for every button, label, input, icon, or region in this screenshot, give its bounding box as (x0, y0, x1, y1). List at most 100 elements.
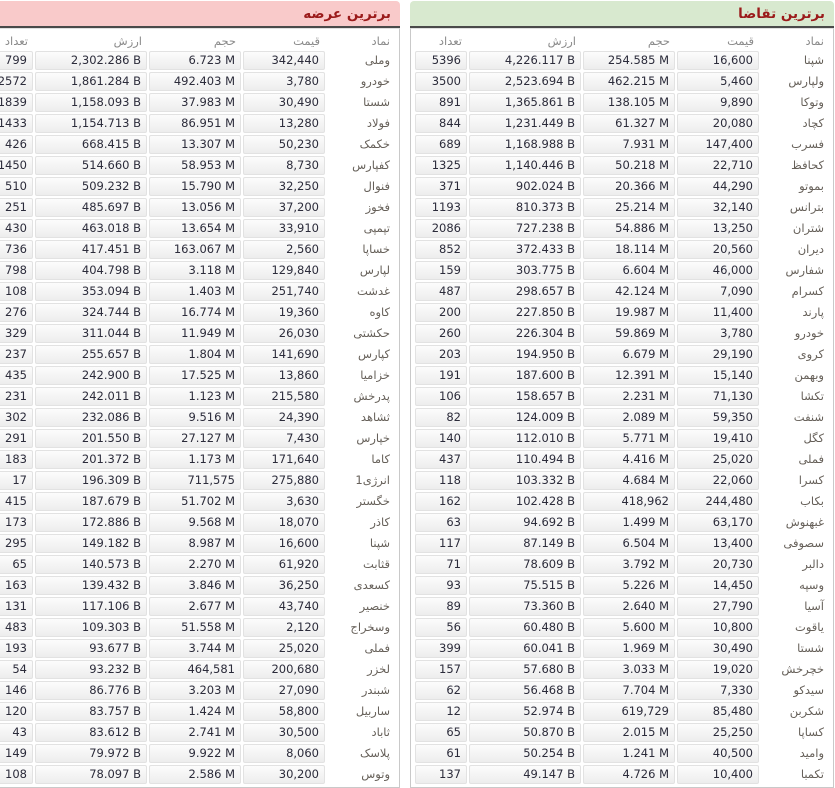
table-row[interactable]: شفارس 46,000 6.604 M 303.775 B 159 (415, 261, 829, 280)
table-row[interactable]: حکشتی 26,030 11.949 M 311.044 B 329 (0, 324, 395, 343)
count-cell: 3500 (415, 72, 467, 91)
table-row[interactable]: کاوه 19,360 16.774 M 324.744 B 276 (0, 303, 395, 322)
table-row[interactable]: ساربیل 58,800 1.424 M 83.757 B 120 (0, 702, 395, 721)
table-row[interactable]: پارند 11,400 19.987 M 227.850 B 200 (415, 303, 829, 322)
table-row[interactable]: فولاد 13,280 86.951 M 1,154.713 B 1433 (0, 114, 395, 133)
value-cell: 1,365.861 B (469, 93, 581, 112)
symbol-cell: ثاباد (371, 725, 390, 739)
volume-cell: 15.790 M (149, 177, 241, 196)
volume-cell: 3.846 M (149, 576, 241, 595)
symbol-cell: حکشتی (353, 326, 390, 340)
table-row[interactable]: خودرو 3,780 492.403 M 1,861.284 B 2572 (0, 72, 395, 91)
table-row[interactable]: سیدکو 7,330 7.704 M 56.468 B 62 (415, 681, 829, 700)
table-row[interactable]: وبهمن 15,140 12.391 M 187.600 B 191 (415, 366, 829, 385)
symbol-cell: کاما (371, 452, 390, 466)
table-row[interactable]: شپنا 16,600 8.987 M 149.182 B 295 (0, 534, 395, 553)
table-row[interactable]: کسرا 22,060 4.684 M 103.332 B 118 (415, 471, 829, 490)
symbol-cell: ولپارس (788, 74, 824, 88)
table-row[interactable]: خکمک 50,230 13.307 M 668.415 B 426 (0, 135, 395, 154)
table-row[interactable]: وملی 342,440 6.723 M 2,302.286 B 799 (0, 51, 395, 70)
volume-cell: 16.774 M (149, 303, 241, 322)
table-row[interactable]: تپمپی 33,910 13.654 M 463.018 B 430 (0, 219, 395, 238)
table-row[interactable]: ثاباد 30,500 2.741 M 83.612 B 43 (0, 723, 395, 742)
value-cell: 902.024 B (469, 177, 581, 196)
table-row[interactable]: بترانس 32,140 25.214 M 810.373 B 1193 (415, 198, 829, 217)
table-row[interactable]: خساپا 2,560 163.067 M 417.451 B 736 (0, 240, 395, 259)
table-row[interactable]: کاما 171,640 1.173 M 201.372 B 183 (0, 450, 395, 469)
table-row[interactable]: کساپا 25,250 2.015 M 50.870 B 65 (415, 723, 829, 742)
table-row[interactable]: شکربن 85,480 619,729 52.974 B 12 (415, 702, 829, 721)
table-row[interactable]: ثشاهد 24,390 9.516 M 232.086 B 302 (0, 408, 395, 427)
table-row[interactable]: پدرخش 215,580 1.123 M 242.011 B 231 (0, 387, 395, 406)
volume-cell: 18.114 M (583, 240, 675, 259)
table-row[interactable]: وامید 40,500 1.241 M 50.254 B 61 (415, 744, 829, 763)
table-row[interactable]: غبهنوش 63,170 1.499 M 94.692 B 63 (415, 513, 829, 532)
symbol-cell: کسعدی (353, 578, 390, 592)
table-row[interactable]: شپنا 16,600 254.585 M 4,226.117 B 5396 (415, 51, 829, 70)
count-cell: 237 (0, 345, 33, 364)
panel-top-demand: برترین تقاضا نماد قیمت حجم ارزش تعداد شپ… (410, 1, 834, 788)
table-row[interactable]: تکمبا 10,400 4.726 M 49.147 B 137 (415, 765, 829, 784)
table-row[interactable]: کروی 29,190 6.679 M 194.950 B 203 (415, 345, 829, 364)
table-row[interactable]: ولپارس 5,460 462.215 M 2,523.694 B 3500 (415, 72, 829, 91)
table-row[interactable]: خچرخش 19,020 3.033 M 57.680 B 157 (415, 660, 829, 679)
column-header-value: ارزش (547, 34, 576, 48)
table-row[interactable]: فنوال 32,250 15.790 M 509.232 B 510 (0, 177, 395, 196)
table-row[interactable]: کفپارس 8,730 58.953 M 514.660 B 1450 (0, 156, 395, 175)
volume-cell: 42.124 M (583, 282, 675, 301)
symbol-cell: تپمپی (363, 221, 390, 235)
count-cell: 137 (415, 765, 467, 784)
table-row[interactable]: وسپه 14,450 5.226 M 75.515 B 93 (415, 576, 829, 595)
table-row[interactable]: شتران 13,250 54.886 M 727.238 B 2086 (415, 219, 829, 238)
table-row[interactable]: کسرام 7,090 42.124 M 298.657 B 487 (415, 282, 829, 301)
table-row[interactable]: کاذر 18,070 9.568 M 172.886 B 173 (0, 513, 395, 532)
table-row[interactable]: خودرو 3,780 59.869 M 226.304 B 260 (415, 324, 829, 343)
table-row[interactable]: لپارس 129,840 3.118 M 404.798 B 798 (0, 261, 395, 280)
table-row[interactable]: فسرب 147,400 7.931 M 1,168.988 B 689 (415, 135, 829, 154)
table-row[interactable]: لخزر 200,680 464,581 93.232 B 54 (0, 660, 395, 679)
table-row[interactable]: سصوفی 13,400 6.504 M 87.149 B 117 (415, 534, 829, 553)
table-row[interactable]: وتوکا 9,890 138.105 M 1,365.861 B 891 (415, 93, 829, 112)
table-row[interactable]: شبندر 27,090 3.203 M 86.776 B 146 (0, 681, 395, 700)
table-row[interactable]: شنفت 59,350 2.089 M 124.009 B 82 (415, 408, 829, 427)
table-row[interactable]: آسیا 27,790 2.640 M 73.360 B 89 (415, 597, 829, 616)
table-row[interactable]: قثابت 61,920 2.270 M 140.573 B 65 (0, 555, 395, 574)
table-row[interactable]: بکاب 244,480 418,962 102.428 B 162 (415, 492, 829, 511)
table-row[interactable]: کگل 19,410 5.771 M 112.010 B 140 (415, 429, 829, 448)
table-row[interactable]: وسخراج 2,120 51.558 M 109.303 B 483 (0, 618, 395, 637)
price-cell: 43,740 (243, 597, 325, 616)
count-cell: 12 (415, 702, 467, 721)
table-row[interactable]: دالبر 20,730 3.792 M 78.609 B 71 (415, 555, 829, 574)
table-row[interactable]: فملی 25,020 3.744 M 93.677 B 193 (0, 639, 395, 658)
table-row[interactable]: شستا 30,490 1.969 M 60.041 B 399 (415, 639, 829, 658)
table-row[interactable]: فخوز 37,200 13.056 M 485.697 B 251 (0, 198, 395, 217)
symbol-cell: پلاسک (360, 746, 390, 760)
top-supply-title-bar: برترین عرضه (0, 1, 400, 28)
table-row[interactable]: کحافظ 22,710 50.218 M 1,140.446 B 1325 (415, 156, 829, 175)
table-row[interactable]: خپارس 7,430 27.127 M 201.550 B 291 (0, 429, 395, 448)
volume-cell: 20.366 M (583, 177, 675, 196)
panel-top-supply: برترین عرضه نماد قیمت حجم ارزش تعداد ومل… (0, 1, 400, 788)
table-row[interactable]: فملی 25,020 4.416 M 110.494 B 437 (415, 450, 829, 469)
table-row[interactable]: خگستر 3,630 51.702 M 187.679 B 415 (0, 492, 395, 511)
price-cell: 20,560 (677, 240, 759, 259)
volume-cell: 5.600 M (583, 618, 675, 637)
table-row[interactable]: خنصیر 43,740 2.677 M 117.106 B 131 (0, 597, 395, 616)
table-row[interactable]: خزامیا 13,860 17.525 M 242.900 B 435 (0, 366, 395, 385)
table-row[interactable]: تکشا 71,130 2.231 M 158.657 B 106 (415, 387, 829, 406)
table-row[interactable]: انرژی1 275,880 711,575 196.309 B 17 (0, 471, 395, 490)
volume-cell: 17.525 M (149, 366, 241, 385)
table-row[interactable]: شستا 30,490 37.983 M 1,158.093 B 1839 (0, 93, 395, 112)
table-row[interactable]: کسعدی 36,250 3.846 M 139.432 B 163 (0, 576, 395, 595)
symbol-cell: کپارس (357, 347, 390, 361)
table-row[interactable]: بموتو 44,290 20.366 M 902.024 B 371 (415, 177, 829, 196)
symbol-cell: خپارس (356, 431, 390, 445)
table-row[interactable]: دیران 20,560 18.114 M 372.433 B 852 (415, 240, 829, 259)
volume-cell: 19.987 M (583, 303, 675, 322)
table-row[interactable]: وتوس 30,200 2.586 M 78.097 B 108 (0, 765, 395, 784)
table-row[interactable]: یاقوت 10,800 5.600 M 60.480 B 56 (415, 618, 829, 637)
table-row[interactable]: پلاسک 8,060 9.922 M 79.972 B 149 (0, 744, 395, 763)
table-row[interactable]: کچاد 20,080 61.327 M 1,231.449 B 844 (415, 114, 829, 133)
table-row[interactable]: غدشت 251,740 1.403 M 353.094 B 108 (0, 282, 395, 301)
table-row[interactable]: کپارس 141,690 1.804 M 255.657 B 237 (0, 345, 395, 364)
